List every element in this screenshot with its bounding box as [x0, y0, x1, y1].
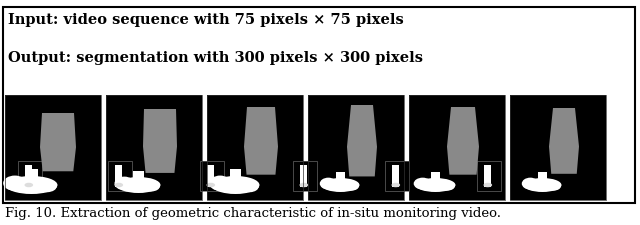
Bar [106, 96, 202, 200]
Ellipse shape [116, 177, 161, 193]
Bar [293, 161, 317, 191]
Bar [477, 161, 501, 191]
Bar [133, 171, 144, 180]
Ellipse shape [143, 180, 160, 191]
Polygon shape [447, 108, 479, 175]
Ellipse shape [207, 183, 215, 187]
Bar [200, 161, 224, 191]
Bar [336, 173, 345, 181]
Ellipse shape [3, 176, 26, 191]
Ellipse shape [37, 180, 57, 192]
Text: Output: segmentation with 300 pixels × 300 pixels: Output: segmentation with 300 pixels × 3… [8, 51, 423, 65]
Ellipse shape [115, 183, 123, 187]
Ellipse shape [413, 178, 432, 190]
Bar [18, 161, 42, 191]
Bar [3, 8, 635, 203]
Bar [484, 165, 492, 188]
Bar [18, 161, 42, 191]
Bar [392, 165, 399, 188]
Bar [538, 173, 547, 181]
Ellipse shape [392, 183, 400, 187]
Bar [300, 165, 307, 188]
Bar [431, 173, 440, 181]
Ellipse shape [547, 181, 561, 191]
Ellipse shape [300, 183, 308, 187]
Polygon shape [244, 108, 278, 175]
Text: Input: video sequence with 75 pixels × 75 pixels: Input: video sequence with 75 pixels × 7… [8, 13, 404, 27]
Bar [385, 161, 409, 191]
Ellipse shape [524, 178, 561, 192]
Ellipse shape [209, 176, 231, 191]
Ellipse shape [115, 177, 134, 190]
Bar [230, 169, 241, 180]
Bar [5, 96, 101, 200]
Ellipse shape [321, 178, 360, 192]
Polygon shape [40, 113, 76, 171]
Ellipse shape [522, 178, 539, 190]
Bar [293, 161, 317, 191]
Bar [200, 161, 224, 191]
Ellipse shape [6, 176, 58, 194]
Bar [5, 96, 101, 200]
Bar [115, 165, 122, 188]
Ellipse shape [345, 181, 359, 191]
Bar [108, 161, 132, 191]
Polygon shape [549, 108, 579, 174]
Polygon shape [143, 110, 177, 173]
Bar [510, 96, 606, 200]
Bar [510, 96, 606, 200]
Bar [207, 165, 214, 188]
Ellipse shape [241, 180, 259, 192]
Bar [308, 96, 404, 200]
Ellipse shape [24, 183, 33, 187]
Bar [409, 96, 505, 200]
Ellipse shape [211, 176, 259, 194]
Ellipse shape [415, 178, 456, 192]
Bar [477, 161, 501, 191]
Bar [207, 96, 303, 200]
Bar [308, 96, 404, 200]
Bar [409, 96, 505, 200]
Bar [385, 161, 409, 191]
Ellipse shape [440, 181, 455, 191]
Ellipse shape [320, 178, 337, 190]
Polygon shape [347, 106, 377, 177]
Bar [207, 96, 303, 200]
Bar [106, 96, 202, 200]
Bar [25, 169, 38, 180]
Ellipse shape [483, 183, 492, 187]
Bar [25, 165, 33, 188]
Bar [108, 161, 132, 191]
Text: Fig. 10. Extraction of geometric characteristic of in-situ monitoring video.: Fig. 10. Extraction of geometric charact… [5, 206, 501, 219]
